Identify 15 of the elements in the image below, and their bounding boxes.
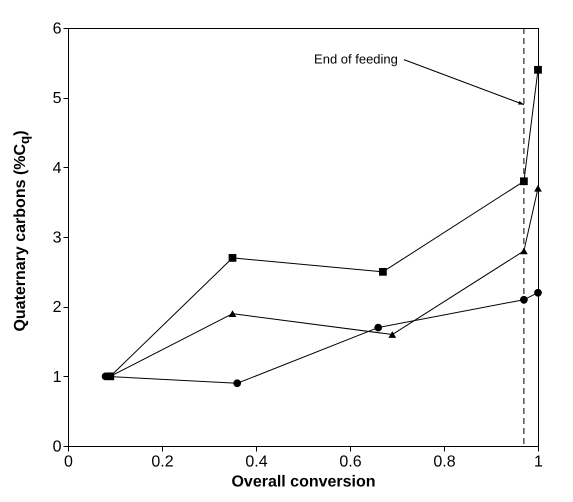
x-axis-title: Overall conversion xyxy=(231,474,376,490)
y-tick-label: 6 xyxy=(52,20,62,38)
y-tick-label: 5 xyxy=(52,90,62,108)
y-tick-label: 0 xyxy=(52,438,62,456)
y-tick-label: 3 xyxy=(52,230,62,246)
x-tick-label: 0.2 xyxy=(151,454,174,470)
annotation: End of feeding xyxy=(314,52,398,67)
x-tick-label: 0.8 xyxy=(433,454,456,470)
x-tick-label: 1 xyxy=(534,454,544,470)
y-tick-label: 2 xyxy=(52,299,62,316)
x-tick-label: 0.4 xyxy=(245,454,268,470)
y-tick-label: 4 xyxy=(52,160,62,177)
x-tick-label: 0.6 xyxy=(339,454,362,470)
y-tick-label: 1 xyxy=(52,368,62,386)
x-tick-label: 0 xyxy=(64,454,74,470)
